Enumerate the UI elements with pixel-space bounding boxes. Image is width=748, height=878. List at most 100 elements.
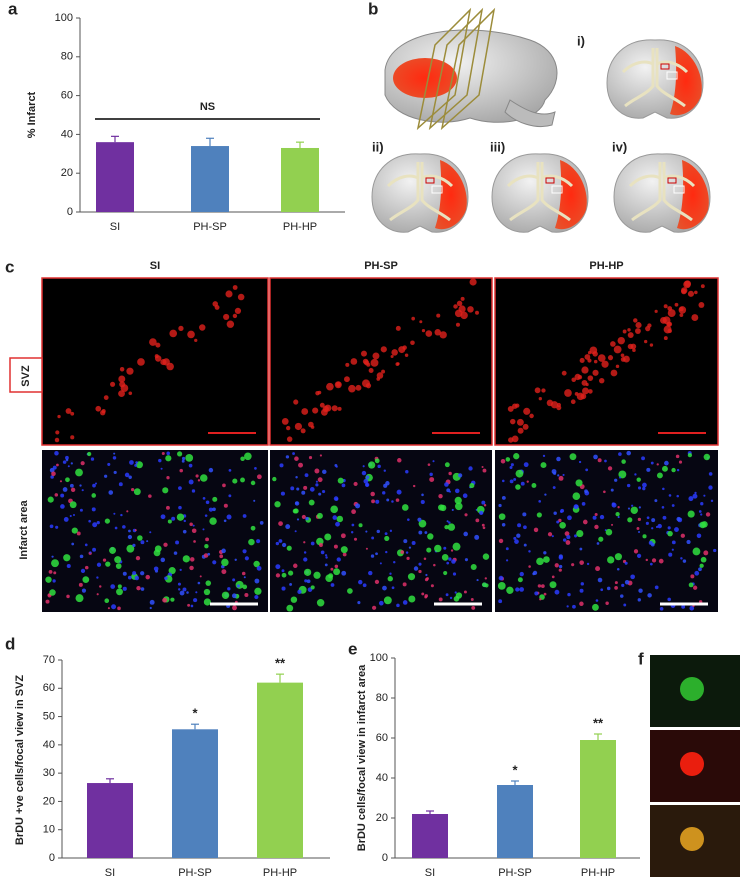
cell	[460, 296, 465, 301]
cell	[301, 514, 306, 520]
cell	[195, 591, 198, 594]
cell	[357, 601, 361, 605]
cell	[112, 456, 117, 460]
cell	[497, 581, 506, 590]
cell	[445, 593, 449, 597]
x-tick-label: PH-SP	[178, 867, 212, 878]
cell	[324, 533, 332, 541]
cell	[571, 563, 575, 567]
cell	[133, 488, 141, 496]
cell	[52, 579, 56, 583]
cell	[281, 418, 289, 425]
y-tick-label: 70	[43, 654, 55, 666]
cell	[661, 506, 665, 509]
cell	[529, 413, 534, 419]
cell	[376, 377, 381, 381]
cell	[396, 603, 400, 608]
cell	[456, 300, 463, 307]
cell	[390, 354, 394, 359]
cell	[173, 551, 178, 555]
cell	[551, 535, 554, 538]
cell	[306, 579, 311, 584]
cell	[607, 466, 613, 471]
cell	[662, 515, 667, 520]
cell	[91, 507, 96, 512]
cell	[315, 480, 318, 483]
cell	[455, 592, 463, 599]
cell	[54, 450, 59, 456]
cell	[592, 603, 599, 611]
cell	[290, 596, 298, 603]
cell	[181, 459, 185, 463]
cell	[49, 589, 56, 596]
cell	[638, 588, 643, 593]
cell	[439, 331, 447, 339]
cell	[400, 550, 405, 554]
error-bar	[276, 673, 284, 683]
cell	[579, 547, 583, 551]
cell	[698, 567, 702, 572]
cell	[48, 569, 53, 574]
cell	[467, 306, 474, 313]
cell	[384, 535, 390, 542]
cell	[288, 570, 294, 576]
cell	[421, 493, 424, 497]
cell	[63, 554, 71, 562]
cell	[470, 564, 477, 571]
cell	[285, 524, 291, 530]
cell	[556, 456, 561, 462]
cell	[105, 561, 111, 567]
cell	[708, 485, 713, 490]
cell	[171, 516, 176, 521]
cell	[92, 483, 96, 488]
cell	[362, 465, 365, 468]
cell	[509, 465, 513, 469]
cell	[510, 463, 514, 467]
cell	[79, 508, 83, 512]
cell	[52, 465, 57, 470]
cell	[179, 590, 185, 596]
cell	[426, 577, 429, 581]
cell	[688, 496, 694, 502]
cell	[317, 477, 323, 483]
cell	[444, 462, 450, 468]
cell	[620, 594, 624, 598]
cell	[585, 382, 589, 387]
cell	[498, 538, 504, 544]
cell	[286, 436, 293, 442]
cell	[654, 585, 659, 590]
cell	[528, 550, 531, 553]
cell	[508, 437, 514, 443]
cell	[79, 484, 82, 487]
cell	[482, 468, 487, 473]
cell	[667, 309, 676, 318]
cell	[365, 547, 368, 550]
cell	[663, 304, 668, 309]
cell	[189, 565, 194, 571]
cell	[166, 476, 170, 480]
cell	[59, 480, 63, 483]
cell	[145, 574, 150, 580]
cell	[506, 586, 514, 594]
cell	[699, 563, 704, 568]
cell	[622, 329, 627, 334]
cell	[57, 414, 61, 419]
cell	[136, 585, 141, 591]
cell	[578, 460, 582, 464]
x-tick-label: PH-HP	[283, 221, 317, 233]
cell	[391, 586, 395, 590]
y-tick-label: 0	[382, 852, 388, 864]
cell	[479, 510, 484, 515]
cell	[571, 377, 577, 383]
cell	[446, 520, 449, 523]
y-tick-label: 20	[43, 795, 55, 807]
cell	[544, 493, 547, 496]
cell	[78, 582, 83, 587]
cell	[111, 604, 117, 610]
cell	[432, 460, 435, 463]
cell	[320, 550, 325, 555]
cell	[543, 556, 550, 563]
cell	[642, 534, 647, 539]
cell	[96, 593, 99, 596]
cell	[127, 575, 132, 580]
